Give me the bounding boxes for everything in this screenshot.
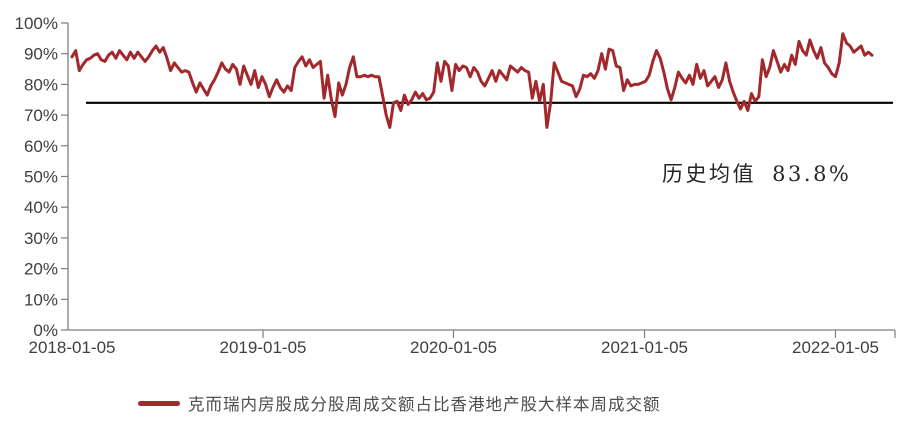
y-axis-label: 70%: [24, 106, 58, 125]
legend-line-swatch: [138, 400, 180, 406]
x-axis-label: 2018-01-05: [29, 338, 116, 357]
legend-series-label: 克而瑞内房股成分股周成交额占比香港地产股大样本周成交额: [188, 395, 661, 414]
y-axis-label: 80%: [24, 75, 58, 94]
y-axis-label: 50%: [24, 168, 58, 187]
x-axis-label: 2019-01-05: [220, 338, 307, 357]
x-axis-label: 2020-01-05: [410, 338, 497, 357]
series-line: [70, 32, 874, 129]
y-axis-label: 20%: [24, 260, 58, 279]
y-axis-label: 60%: [24, 137, 58, 156]
y-axis-label: 40%: [24, 198, 58, 217]
x-axis-label: 2022-01-05: [792, 338, 879, 357]
y-axis-label: 90%: [24, 45, 58, 64]
mean-annotation: 历史均值 83.8%: [662, 162, 852, 186]
y-axis-label: 10%: [24, 290, 58, 309]
legend: 克而瑞内房股成分股周成交额占比香港地产股大样本周成交额: [138, 391, 661, 415]
y-axis-label: 0%: [33, 321, 58, 340]
y-axis-label: 30%: [24, 229, 58, 248]
y-axis-label: 100%: [15, 14, 58, 33]
x-axis-label: 2021-01-05: [601, 338, 688, 357]
